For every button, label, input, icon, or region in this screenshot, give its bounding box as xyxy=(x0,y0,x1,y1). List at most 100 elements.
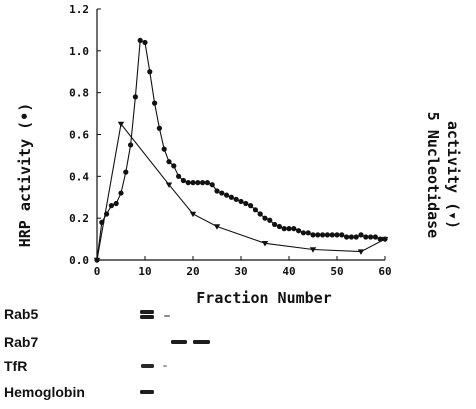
series-1-point xyxy=(276,223,282,230)
series-1-point xyxy=(315,232,321,238)
series-1-point xyxy=(108,203,114,209)
series-1-point xyxy=(190,180,196,186)
series-1-point xyxy=(123,169,129,175)
series-2-point xyxy=(309,247,317,253)
series-1-point xyxy=(161,146,167,152)
series-2-point xyxy=(93,257,101,264)
series-1-point xyxy=(200,180,206,186)
series-1-point xyxy=(128,142,134,148)
y-tick-label: 1.2 xyxy=(69,3,89,16)
series-2-point xyxy=(381,236,389,243)
blot-label: Hemoglobin xyxy=(4,384,85,400)
y2-axis-title-line2: activity (▾) xyxy=(444,121,462,229)
x-tick-label: 0 xyxy=(94,265,101,278)
blot-band xyxy=(140,310,154,314)
x-tick-label: 30 xyxy=(234,265,247,278)
series-1-point xyxy=(339,232,345,238)
y-tick-label: 0.0 xyxy=(69,254,89,267)
series-1-point xyxy=(176,173,182,179)
series-1-point xyxy=(368,234,374,240)
series-1-point xyxy=(286,226,292,232)
y-tick-label: 0.8 xyxy=(69,87,89,100)
x-tick-label: 20 xyxy=(186,265,199,278)
series-1-point xyxy=(320,232,326,238)
series-1-point xyxy=(209,182,215,188)
series-1-point xyxy=(113,200,119,207)
series-1-point xyxy=(334,232,340,238)
series-1-point xyxy=(156,125,162,131)
series-1-point xyxy=(152,100,158,106)
series-1-point xyxy=(358,232,364,238)
x-tick-label: 10 xyxy=(138,265,151,278)
series-1-point xyxy=(185,180,191,186)
series-1-point xyxy=(257,211,263,217)
series-1-point xyxy=(132,94,138,100)
series-1-point xyxy=(344,234,350,240)
series-1-point xyxy=(363,234,369,240)
series-1-point xyxy=(267,217,273,223)
x-axis-title: Fraction Number xyxy=(196,289,331,307)
series-1-point xyxy=(142,39,148,46)
blot-band xyxy=(193,340,210,344)
series-1-line xyxy=(96,39,385,261)
series-1-point xyxy=(252,207,258,213)
series-1-point xyxy=(291,226,297,232)
series-1-point xyxy=(248,203,254,209)
blot-band xyxy=(171,340,187,344)
series-1-point xyxy=(204,180,210,186)
x-tick-label: 60 xyxy=(378,265,391,278)
series-1-point xyxy=(353,234,359,240)
y-tick-label: 0.4 xyxy=(69,170,89,183)
series-1-point xyxy=(296,228,302,234)
series-2-point xyxy=(213,224,221,230)
y-tick-label: 0.6 xyxy=(69,129,89,142)
series-1-point xyxy=(272,221,278,228)
series-2-point xyxy=(189,211,197,218)
series-2-point xyxy=(165,182,173,188)
series-1-point xyxy=(137,37,143,43)
x-tick-label: 40 xyxy=(282,265,295,278)
series-1-point xyxy=(118,190,124,196)
series-1-point xyxy=(281,226,287,232)
series-1-point xyxy=(372,234,378,240)
series-1-point xyxy=(348,234,354,240)
series-1-point xyxy=(166,159,172,165)
series-1-point xyxy=(305,230,311,236)
series-1-point xyxy=(195,180,201,186)
series-1-point xyxy=(300,230,306,236)
series-1-point xyxy=(147,69,153,75)
blot-band xyxy=(164,315,170,317)
series-1-point xyxy=(324,232,330,238)
series-1-point xyxy=(224,192,230,198)
series-2-point xyxy=(357,249,365,255)
series-2-point xyxy=(117,121,125,128)
blot-band xyxy=(141,364,154,368)
blot-label: Rab7 xyxy=(4,334,38,350)
blot-label: Rab5 xyxy=(4,306,38,322)
blot-band xyxy=(163,365,167,367)
series-1-point xyxy=(243,200,249,207)
blot-band xyxy=(140,315,154,319)
series-2-line xyxy=(96,122,386,261)
series-1-point xyxy=(329,232,335,238)
series-1-point xyxy=(180,177,186,184)
series-1-point xyxy=(238,198,244,205)
blot-label: TfR xyxy=(4,358,27,374)
series-1-point xyxy=(310,232,316,238)
series-1-point xyxy=(228,194,234,200)
series-1-point xyxy=(262,215,268,221)
axes: 0.0 0.2 0.4 0.6 0.8 1.0 1.2 0 10 20 30 40 50 60 xyxy=(69,3,392,278)
series-2-point xyxy=(261,241,269,247)
series-1-point xyxy=(214,188,220,194)
x-tick-label: 50 xyxy=(330,265,343,278)
y2-axis-title-line1: 5 Nucleotidase xyxy=(424,112,442,238)
series-1-point xyxy=(233,196,239,202)
series-1-point xyxy=(171,163,177,169)
western-blot: Rab5 Rab7 TfR Hemoglobin xyxy=(4,306,210,400)
blot-band xyxy=(140,390,154,394)
y-tick-label: 1.0 xyxy=(69,45,89,58)
series-1-point xyxy=(219,190,225,196)
y-tick-label: 0.2 xyxy=(69,212,89,225)
